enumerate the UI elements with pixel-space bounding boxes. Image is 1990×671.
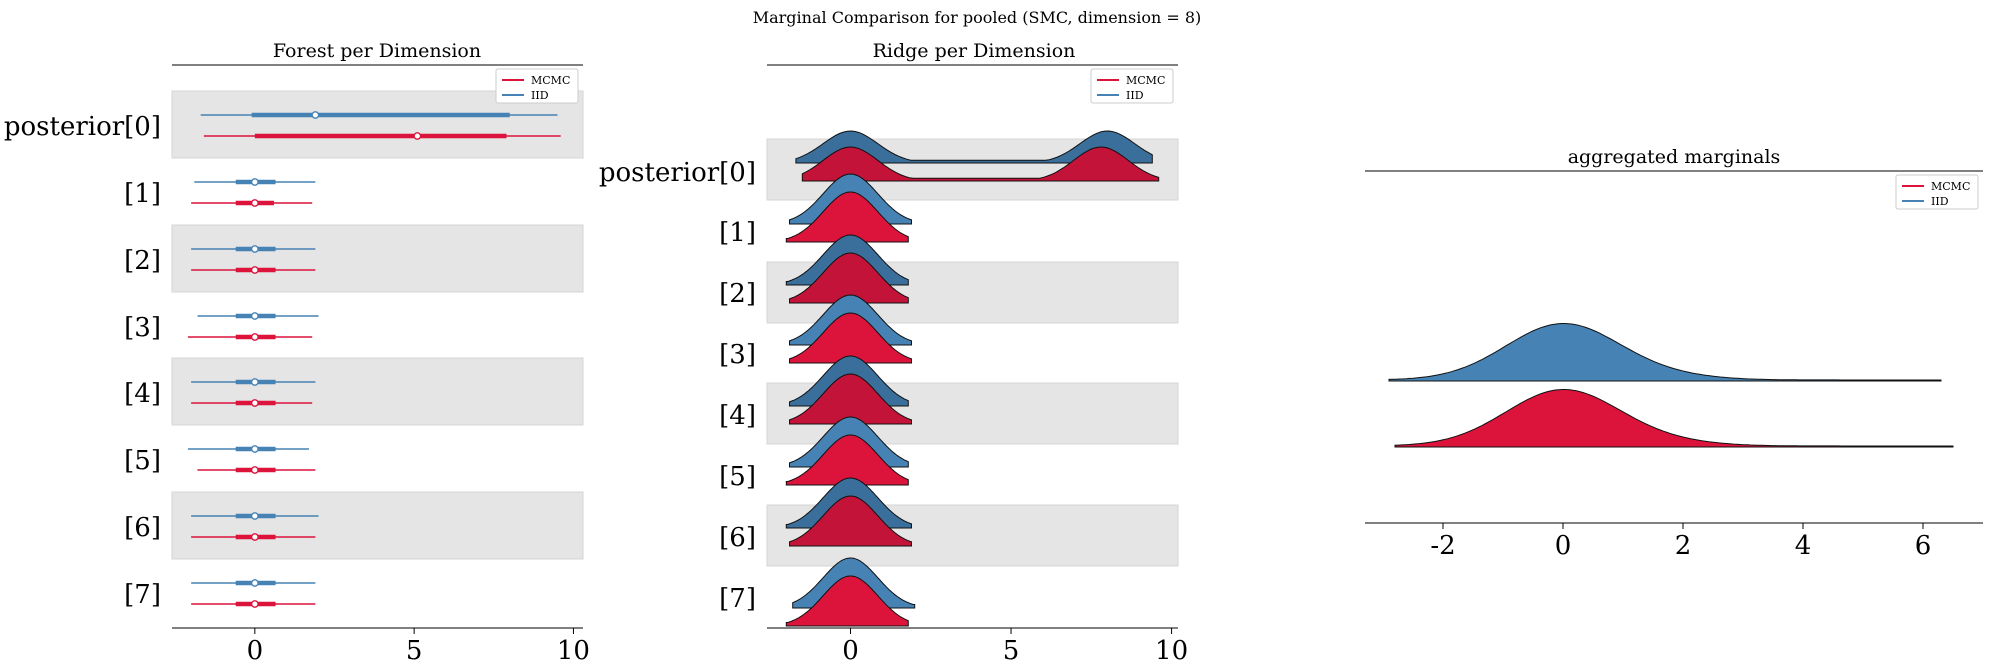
forest-median-point [250, 199, 259, 207]
ridge-y-label: [6] [719, 523, 756, 553]
x-tick-label: 2 [1675, 531, 1692, 561]
aggregated-density-mcmc [1394, 389, 1954, 448]
ridge-density-mcmc [785, 434, 909, 486]
x-tick-label: 5 [1003, 636, 1020, 666]
x-tick-label: 6 [1915, 531, 1932, 561]
legend-label-iid: IID [1931, 195, 1949, 208]
forest-median-point [250, 312, 259, 320]
x-tick-label: 0 [1555, 531, 1572, 561]
figure-suptitle: Marginal Comparison for pooled (SMC, dim… [753, 8, 1202, 27]
ridge-y-label: [1] [719, 218, 756, 248]
aggregated-title: aggregated marginals [1568, 146, 1781, 168]
legend-label-mcmc: MCMC [1931, 180, 1970, 193]
forest-y-label: [2] [124, 246, 161, 276]
forest-median-point [250, 333, 259, 341]
ridge-title: Ridge per Dimension [873, 40, 1076, 62]
forest-y-label: [3] [124, 313, 161, 343]
x-tick-label: 4 [1795, 531, 1812, 561]
forest-median-point [250, 466, 259, 474]
ridge-y-label: [4] [719, 401, 756, 431]
x-tick-label: 0 [247, 636, 264, 666]
x-tick-label: 5 [406, 636, 423, 666]
legend-label-iid: IID [531, 89, 549, 102]
x-tick-label: 10 [557, 636, 590, 666]
forest-y-label: [5] [124, 446, 161, 476]
ridge-density-mcmc [789, 373, 912, 425]
forest-row-band [171, 491, 584, 560]
ridge-density-mcmc [801, 146, 1160, 182]
ridge-density-mcmc [789, 252, 909, 304]
forest-median-point [311, 111, 320, 119]
x-tick-label: 10 [1155, 636, 1188, 666]
aggregated-density-iid [1388, 323, 1942, 382]
ridge-y-label: [2] [719, 279, 756, 309]
forest-panel: Forest per Dimension posterior[0] [1] [2] [… [4, 40, 590, 666]
ridge-density-mcmc [785, 575, 909, 627]
forest-median-point [250, 600, 259, 608]
forest-median-point [250, 533, 259, 541]
forest-y-label: [1] [124, 179, 161, 209]
forest-median-point [250, 266, 259, 274]
forest-y-label: [7] [124, 580, 161, 610]
legend-label-mcmc: MCMC [531, 74, 570, 87]
forest-median-point [413, 132, 422, 140]
forest-median-point [250, 245, 259, 253]
legend-label-iid: IID [1126, 89, 1144, 102]
ridge-y-label: posterior[0] [599, 158, 756, 188]
forest-row-band [171, 357, 584, 426]
forest-median-point [250, 178, 259, 186]
forest-median-point [250, 399, 259, 407]
forest-median-point [250, 579, 259, 587]
ridge-density-mcmc [785, 191, 909, 243]
ridge-panel: Ridge per Dimension posterior[0] [1] [2] [3… [599, 40, 1188, 666]
x-tick-label: -2 [1430, 531, 1455, 561]
ridge-density-mcmc [789, 495, 912, 547]
forest-median-point [250, 445, 259, 453]
forest-y-label: [6] [124, 513, 161, 543]
forest-y-label: posterior[0] [4, 112, 161, 142]
forest-median-point [250, 512, 259, 520]
ridge-y-label: [7] [719, 584, 756, 614]
aggregated-panel: aggregated marginals -2 0 2 4 6 MCMC IID [1365, 146, 1983, 561]
forest-median-point [250, 378, 259, 386]
forest-row-band [171, 224, 584, 293]
ridge-density-iid [795, 130, 1153, 164]
forest-title: Forest per Dimension [273, 40, 481, 62]
ridge-y-label: [5] [719, 462, 756, 492]
ridge-density-mcmc [789, 312, 912, 364]
ridge-y-label: [3] [719, 340, 756, 370]
legend-label-mcmc: MCMC [1126, 74, 1165, 87]
x-tick-label: 0 [842, 636, 859, 666]
forest-y-label: [4] [124, 379, 161, 409]
